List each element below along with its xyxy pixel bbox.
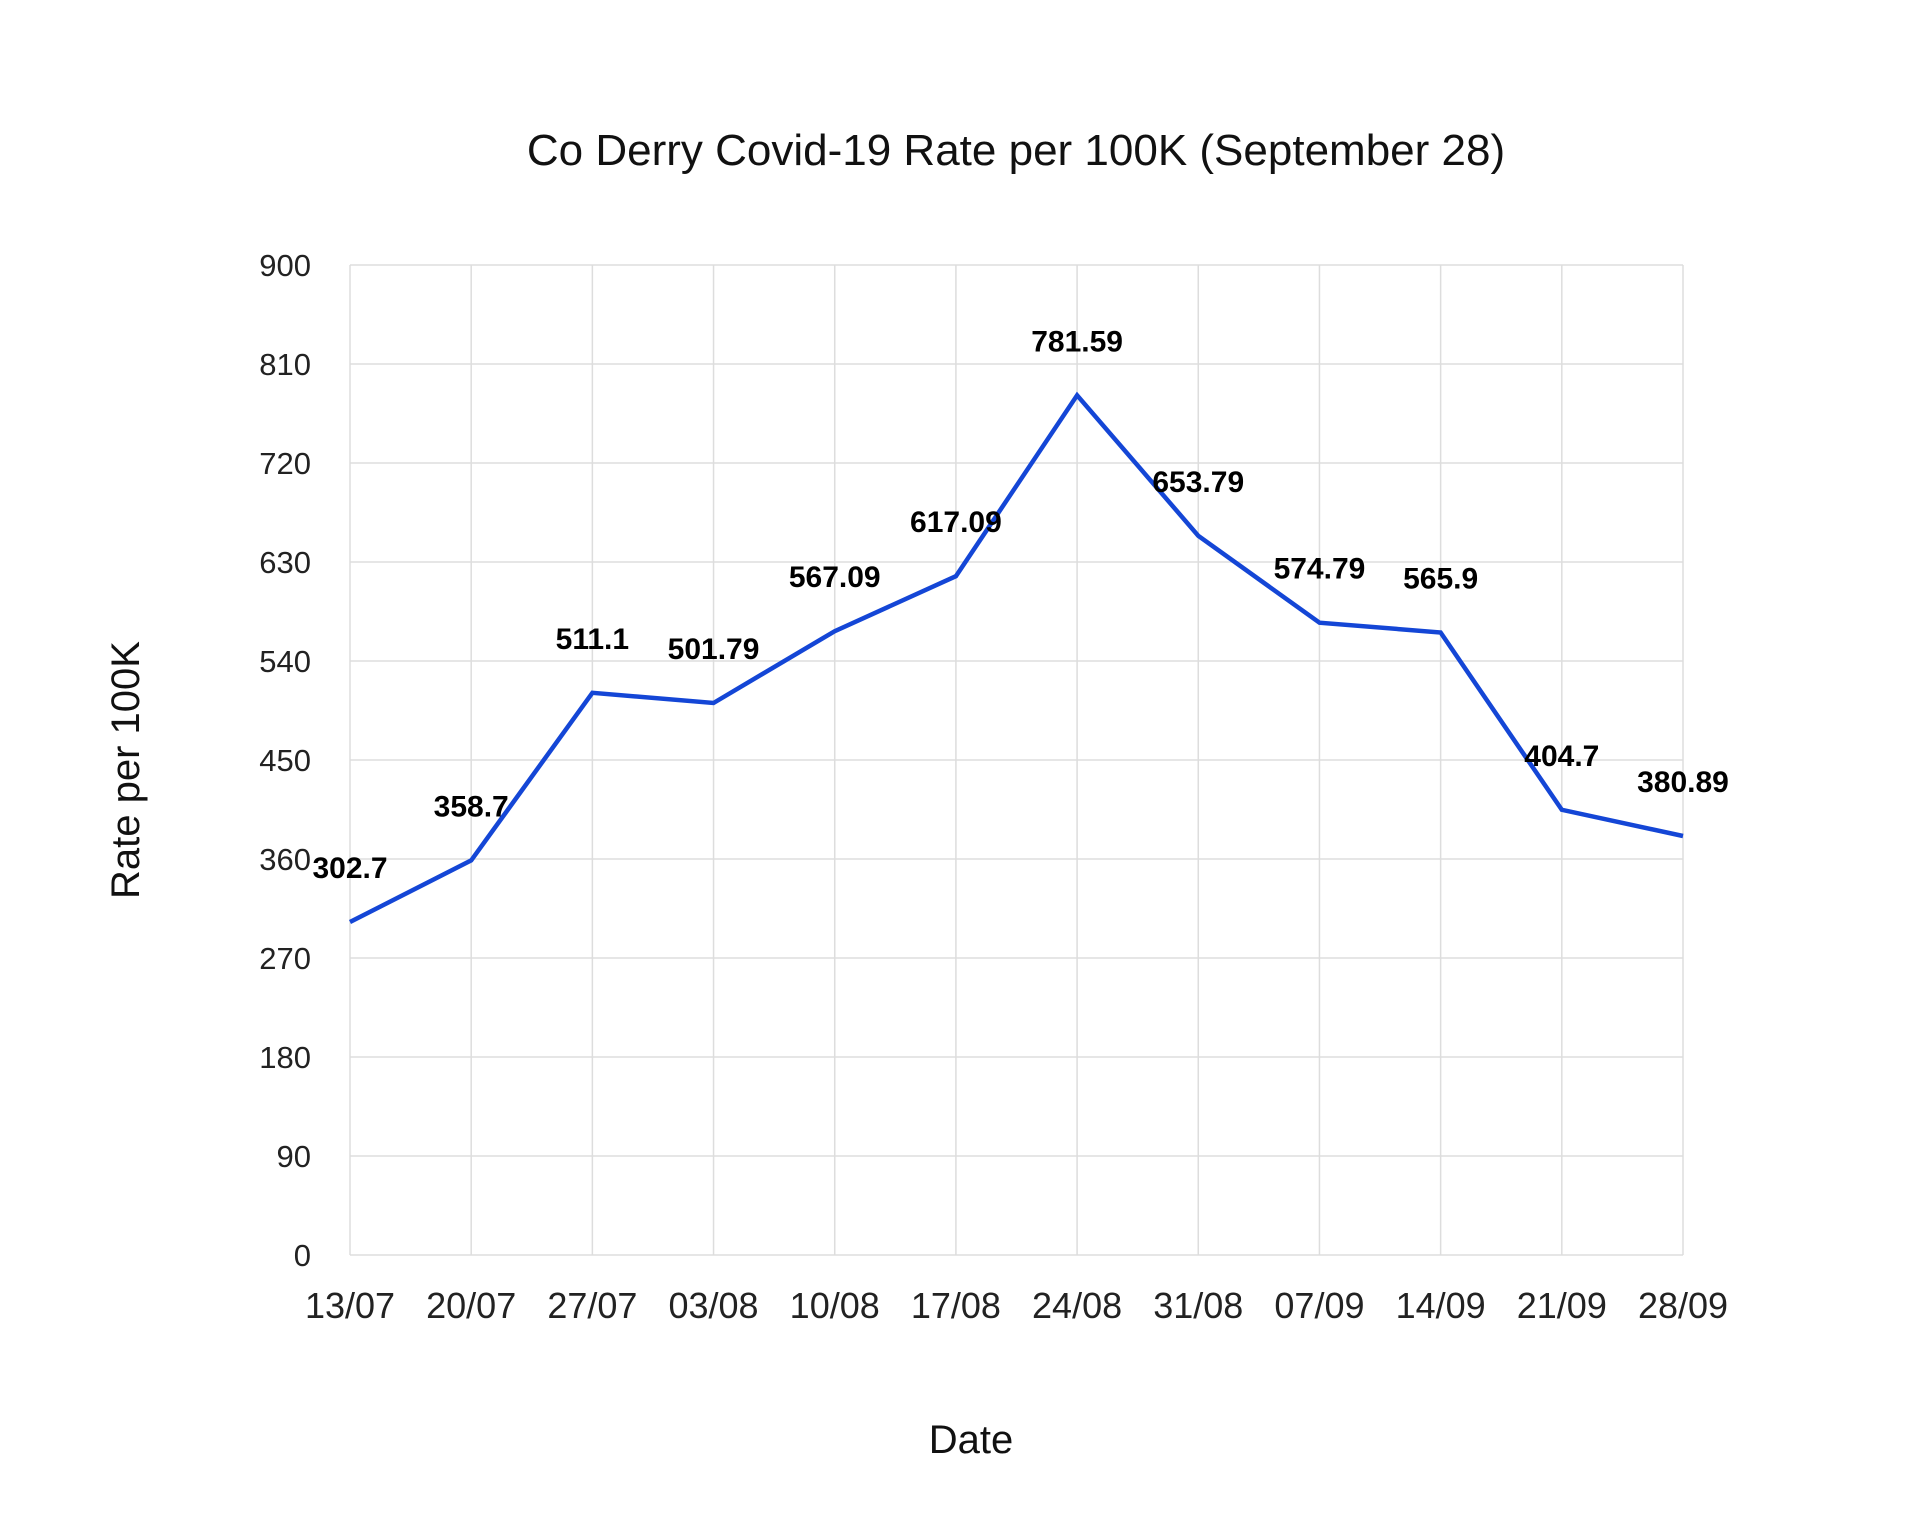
x-tick-label: 03/08	[668, 1285, 758, 1326]
y-tick-label: 540	[259, 644, 311, 679]
chart-title: Co Derry Covid-19 Rate per 100K (Septemb…	[527, 126, 1505, 175]
y-tick-label: 450	[259, 743, 311, 778]
y-axis-ticks: 0 90 180 270 360 450 540 630 720 810 900	[259, 248, 311, 1273]
data-label: 511.1	[556, 623, 629, 656]
data-label: 574.79	[1274, 553, 1366, 586]
data-label: 781.59	[1031, 325, 1123, 358]
x-axis-label: Date	[929, 1418, 1014, 1462]
series-line	[348, 391, 1684, 925]
data-label: 358.7	[434, 790, 509, 823]
x-tick-label: 10/08	[790, 1285, 880, 1326]
x-tick-label: 24/08	[1032, 1285, 1122, 1326]
data-label: 380.89	[1637, 766, 1729, 799]
data-label: 567.09	[789, 561, 881, 594]
data-label: 501.79	[668, 633, 760, 666]
series-layer	[348, 391, 1684, 925]
y-tick-label: 360	[259, 842, 311, 877]
data-label: 653.79	[1152, 466, 1244, 499]
grid	[349, 264, 1684, 1256]
x-tick-label: 31/08	[1153, 1285, 1243, 1326]
x-tick-label: 13/07	[305, 1285, 395, 1326]
data-labels: 302.7 358.7 511.1 501.79 567.09 617.09 781.59 6…	[312, 325, 1728, 885]
data-label: 302.7	[312, 852, 387, 885]
y-tick-label: 630	[259, 545, 311, 580]
x-tick-label: 28/09	[1638, 1285, 1728, 1326]
y-tick-label: 90	[277, 1139, 311, 1174]
x-tick-label: 07/09	[1274, 1285, 1364, 1326]
x-tick-label: 20/07	[426, 1285, 516, 1326]
y-tick-label: 900	[259, 248, 311, 283]
data-label: 404.7	[1524, 740, 1599, 773]
data-label: 565.9	[1403, 563, 1478, 596]
y-tick-label: 180	[259, 1040, 311, 1075]
x-tick-label: 21/09	[1517, 1285, 1607, 1326]
x-tick-label: 17/08	[911, 1285, 1001, 1326]
y-tick-label: 270	[259, 941, 311, 976]
y-axis-label: Rate per 100K	[104, 641, 148, 899]
x-tick-label: 27/07	[547, 1285, 637, 1326]
x-tick-label: 14/09	[1396, 1285, 1486, 1326]
data-label: 617.09	[910, 506, 1002, 539]
y-tick-label: 0	[294, 1238, 311, 1273]
y-tick-label: 720	[259, 446, 311, 481]
y-tick-label: 810	[259, 347, 311, 382]
x-axis-ticks: 13/07 20/07 27/07 03/08 10/08 17/08 24/08 31/08…	[305, 1285, 1728, 1326]
